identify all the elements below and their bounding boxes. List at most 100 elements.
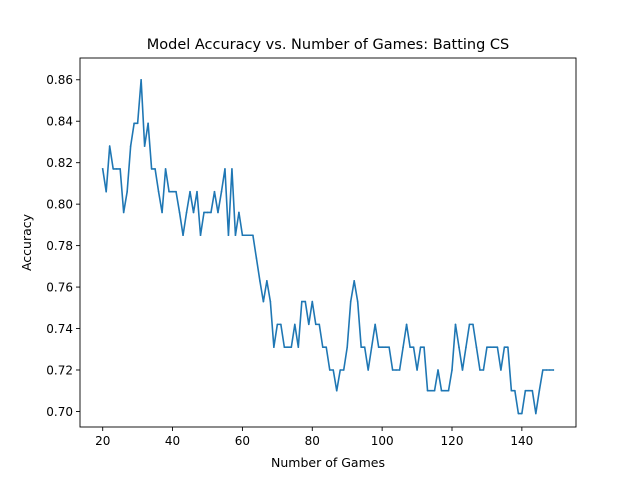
data-point [482,369,485,371]
data-point [500,369,502,371]
data-point [423,346,425,348]
accuracy-series-line [101,78,555,415]
data-point [528,389,530,392]
y-tick-label: 0.80 [46,197,73,211]
data-point [157,190,160,193]
data-point [140,78,142,81]
x-axis-label: Number of Games [271,455,385,470]
data-point [227,234,230,237]
data-point [489,346,492,348]
chart-title: Model Accuracy vs. Number of Games: Batt… [147,37,510,53]
data-point [384,346,387,348]
data-point [252,234,254,237]
data-point [189,190,191,193]
data-point [234,234,237,237]
data-point [126,190,128,193]
data-point [349,300,352,303]
data-point [531,389,534,392]
data-point [115,168,118,170]
data-point [311,300,314,303]
data-point [524,389,527,392]
x-axis-ticks: 20 40 60 80 100 120 140 [95,427,533,448]
data-point [196,190,198,193]
data-point [391,369,394,371]
data-point [388,346,390,348]
data-point [168,190,170,193]
y-axis-label: Accuracy [19,213,34,271]
data-point [185,211,188,214]
data-point [328,369,331,371]
data-point [276,323,279,326]
data-point [108,145,111,147]
data-point [363,346,366,348]
data-point [332,369,335,371]
data-point [412,346,415,348]
data-point [245,234,247,237]
data-point [360,346,362,348]
data-point [231,168,233,170]
data-point [182,234,184,237]
data-point [444,389,446,392]
data-point [133,122,135,125]
data-point [213,190,216,193]
data-point [475,346,478,348]
data-point [314,323,317,326]
y-tick-label: 0.70 [46,405,73,419]
data-point [356,300,359,303]
data-point [105,190,107,193]
data-point [545,369,548,371]
series-points [101,78,555,415]
y-tick-label: 0.82 [46,156,73,170]
data-point [290,346,293,348]
data-point [269,300,272,303]
data-point [346,346,349,348]
data-point [419,346,422,348]
data-point [465,346,467,348]
data-point [307,323,310,326]
data-point [370,346,373,348]
data-point [402,346,404,348]
data-point [510,389,513,392]
data-point [538,389,541,392]
data-point [409,346,411,348]
data-point [273,346,275,348]
data-point [447,389,450,392]
data-point [374,323,376,326]
x-tick-label: 140 [510,434,533,448]
data-point [395,369,397,371]
data-point [266,280,268,282]
data-point [161,211,163,214]
data-point [503,346,506,348]
data-point [210,211,212,214]
data-point [238,211,240,214]
data-point [136,122,139,125]
data-point [164,168,167,170]
data-point [280,323,282,326]
data-point [377,346,380,348]
data-point [549,369,551,371]
data-point [472,323,474,326]
data-point [220,190,223,193]
data-point [335,389,338,392]
data-point [248,234,251,237]
data-point [367,369,369,371]
data-point [521,412,523,415]
data-point [321,346,324,348]
data-point [416,369,418,371]
data-point [143,145,146,147]
data-point [517,412,520,415]
data-point [325,346,328,348]
data-point [154,168,156,170]
x-tick-label: 20 [95,434,110,448]
x-tick-label: 60 [235,434,250,448]
data-point [119,168,121,170]
data-point [224,168,226,170]
data-point [405,323,408,326]
data-point [552,369,555,371]
data-point [458,346,460,348]
data-point [206,211,209,214]
data-point [283,346,286,348]
